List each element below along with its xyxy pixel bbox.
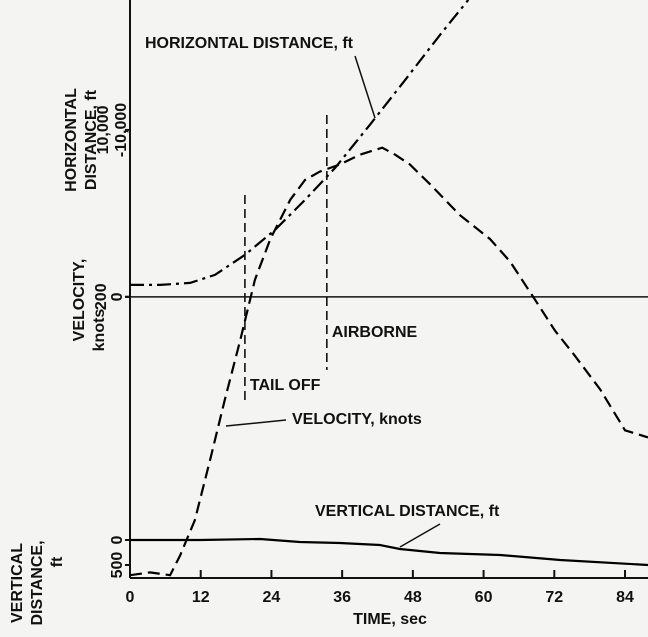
y-tick-label: 0 (109, 292, 126, 301)
y-tick-label: 500 (109, 552, 126, 579)
series-label: VERTICAL DISTANCE, ft (315, 503, 500, 520)
y-axis-label: ft (49, 556, 66, 567)
y-tick-label: 0 (109, 535, 126, 544)
y-axis-label: knots (91, 309, 108, 352)
leader-line (399, 523, 441, 548)
x-tick-label: 48 (404, 589, 422, 606)
series-line (130, 537, 648, 567)
y-axis-label: DISTANCE, (29, 540, 46, 625)
x-tick-label: 36 (333, 589, 351, 606)
event-label: AIRBORNE (332, 324, 418, 341)
y-tick-label: -10,000 (113, 103, 130, 157)
y-tick-label: 10,000 (95, 105, 112, 154)
y-axis-label: HORIZONTAL (63, 88, 80, 192)
y-tick-label: 200 (93, 283, 110, 310)
x-axis-label: TIME, sec (353, 611, 427, 628)
y-axis-label: VELOCITY, (71, 259, 88, 342)
x-tick-label: 84 (616, 589, 634, 606)
leader-line (225, 419, 287, 427)
series-label: HORIZONTAL DISTANCE, ft (145, 35, 354, 52)
y-axis-label: DISTANCE, ft (83, 89, 100, 190)
x-tick-label: 12 (192, 589, 210, 606)
x-tick-label: 24 (263, 589, 281, 606)
event-label: TAIL OFF (250, 377, 321, 394)
series-line (130, 0, 470, 286)
series-label: VELOCITY, knots (292, 411, 422, 428)
x-tick-label: 0 (126, 589, 135, 606)
x-tick-label: 72 (545, 589, 563, 606)
y-axis-label: VERTICAL (9, 543, 26, 623)
leader-line (354, 55, 376, 119)
series-line (129, 146, 648, 577)
x-tick-label: 60 (475, 589, 493, 606)
